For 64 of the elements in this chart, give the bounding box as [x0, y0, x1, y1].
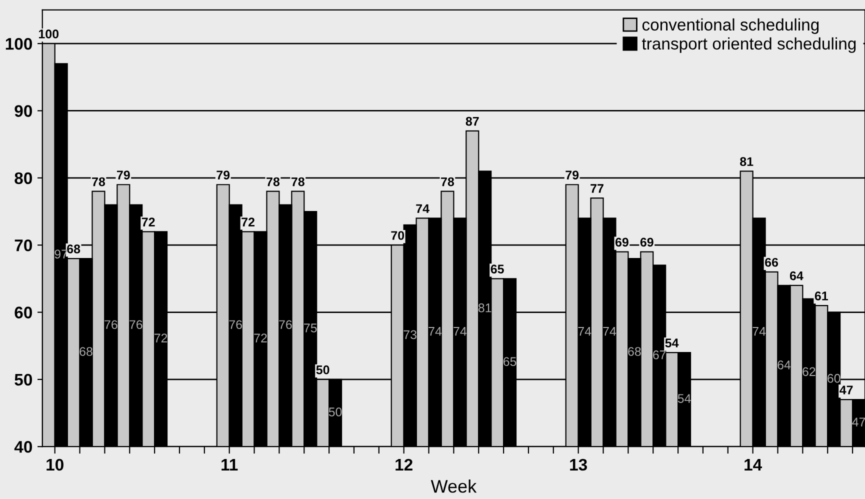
data-label: 74: [454, 327, 467, 336]
data-label: 78: [291, 177, 304, 186]
x-tick-label: 10: [46, 458, 64, 471]
data-label: 50: [316, 365, 330, 374]
data-label: 65: [503, 357, 516, 366]
data-label: 60: [828, 374, 840, 383]
data-label: 78: [92, 177, 106, 186]
data-label: 67: [653, 350, 666, 360]
data-label: 72: [142, 218, 155, 226]
data-label: 64: [778, 360, 791, 370]
data-label: 72: [242, 218, 254, 226]
data-label: 65: [490, 264, 504, 274]
data-label: 72: [154, 334, 168, 342]
data-label: 79: [216, 170, 230, 180]
data-label: 66: [765, 258, 778, 267]
data-label: 54: [678, 394, 691, 403]
y-tick-label: 80: [14, 172, 32, 184]
data-label: 69: [640, 238, 654, 247]
data-label: 81: [478, 303, 492, 312]
data-label: 74: [578, 327, 592, 336]
data-label: 75: [304, 324, 317, 332]
data-label: 81: [740, 157, 754, 166]
y-tick-label: 70: [14, 239, 32, 252]
x-tick-label: 11: [222, 459, 238, 470]
data-label: 47: [852, 418, 865, 426]
legend-label: transport oriented scheduling: [642, 37, 856, 53]
data-label: 68: [67, 244, 80, 254]
legend-label: conventional scheduling: [642, 18, 819, 34]
data-label: 68: [628, 347, 641, 356]
data-label: 77: [590, 184, 604, 193]
y-tick-label: 90: [14, 105, 32, 117]
data-label: 74: [603, 327, 616, 336]
x-axis-title: Week: [430, 480, 477, 493]
data-label: 79: [566, 170, 579, 180]
data-label: 74: [752, 327, 766, 336]
y-tick-label: 50: [14, 374, 32, 386]
data-label: 76: [130, 320, 142, 330]
data-label: 79: [116, 170, 130, 180]
y-tick-label: 40: [14, 441, 32, 453]
data-label: 74: [428, 327, 442, 336]
data-label: 68: [80, 347, 92, 356]
data-label: 70: [391, 231, 404, 240]
data-label: 100: [38, 30, 59, 38]
y-tick-label: 100: [6, 38, 32, 50]
data-label: 74: [416, 204, 430, 213]
data-label: 62: [802, 367, 816, 376]
data-label: 64: [790, 271, 804, 280]
data-label: 76: [279, 320, 292, 330]
data-label: 54: [665, 338, 679, 348]
data-label: 76: [229, 320, 242, 330]
data-label: 78: [266, 177, 280, 186]
x-tick-label: 13: [570, 458, 587, 471]
data-label: 69: [615, 238, 628, 247]
data-label: 61: [814, 292, 828, 300]
data-label: 50: [328, 408, 342, 416]
x-tick-label: 12: [396, 458, 412, 470]
data-label: 87: [466, 116, 479, 126]
x-tick-label: 14: [744, 459, 762, 470]
data-label: 47: [840, 386, 853, 394]
data-label: 76: [104, 320, 118, 330]
data-label: 78: [441, 177, 454, 186]
data-label: 72: [254, 334, 267, 342]
data-label: 73: [404, 330, 416, 340]
y-tick-label: 60: [14, 306, 32, 318]
